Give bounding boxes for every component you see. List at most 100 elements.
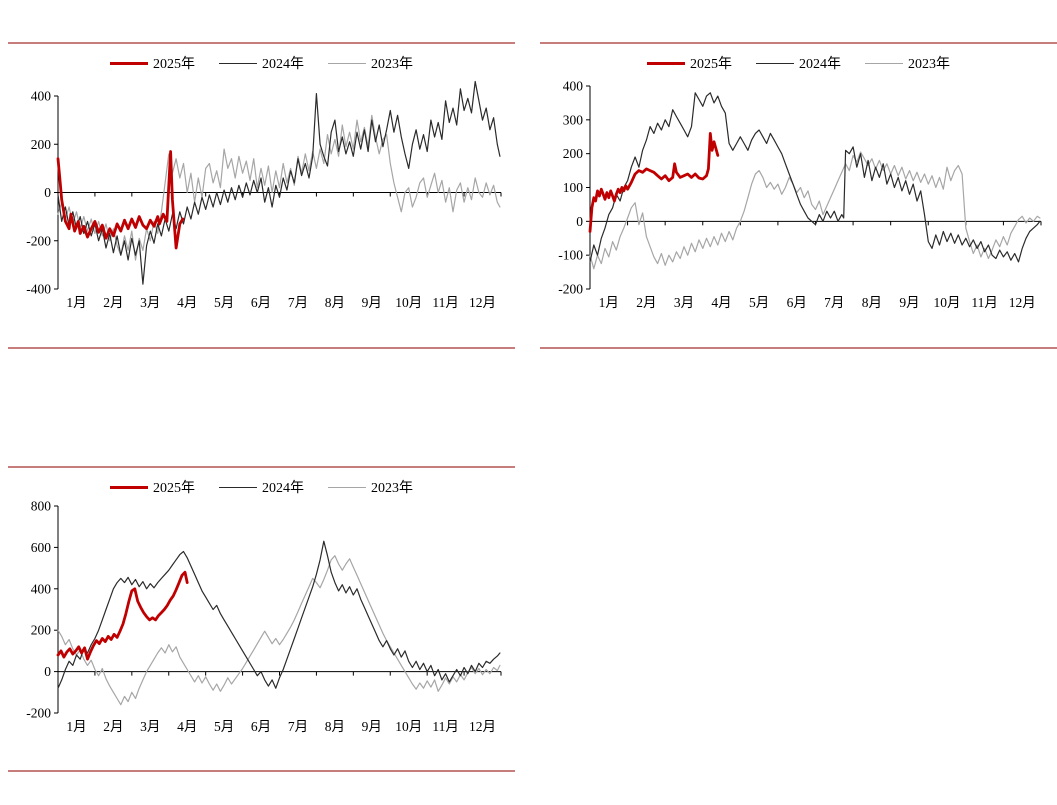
legend-item: 2025年 <box>110 53 195 73</box>
chart-legend: 2025年 2024年 2023年 <box>540 52 1057 74</box>
x-tick-label: 5月 <box>749 295 769 310</box>
x-tick-label: 7月 <box>288 295 308 310</box>
y-tick-label: 400 <box>31 89 52 104</box>
x-tick-label: 4月 <box>177 295 197 310</box>
y-tick-label: 0 <box>44 185 51 200</box>
y-tick-label: -200 <box>558 282 583 297</box>
y-tick-label: -200 <box>26 233 51 248</box>
x-tick-label: 5月 <box>214 295 234 310</box>
legend-label: 2024年 <box>799 57 841 72</box>
plot-svg: -200 0 200 400 600 800 1月 2月 3月 4月 5月 6月 7月 8月 9月 10月 11… <box>26 499 502 734</box>
chart-plot-area: -200 0 200 400 600 800 1月 2月 3月 4月 5月 6月 7月 8月 9月 10月 11… <box>8 498 515 769</box>
x-tick-label: 6月 <box>251 295 271 310</box>
x-tick-label: 12月 <box>469 719 496 734</box>
y-tick-label: -200 <box>26 706 51 721</box>
x-tick-label: 6月 <box>787 295 807 310</box>
x-tick-label: 2月 <box>636 295 656 310</box>
x-tick-label: 12月 <box>1009 295 1036 310</box>
legend-label: 2023年 <box>371 481 413 496</box>
legend-label: 2023年 <box>371 57 413 72</box>
legend-line-sample-icon <box>219 486 257 488</box>
x-tick-label: 10月 <box>934 295 961 310</box>
series-line-2025年 <box>56 570 189 661</box>
y-tick-label: -400 <box>26 282 51 297</box>
x-tick-label: 7月 <box>824 295 844 310</box>
x-tick-label: 2月 <box>103 719 123 734</box>
x-tick-label: 10月 <box>395 295 422 310</box>
legend-label: 2023年 <box>908 57 950 72</box>
x-tick-label: 2月 <box>103 295 123 310</box>
series-line-2025年 <box>56 150 185 250</box>
series-line-2023年 <box>57 555 501 706</box>
legend-label: 2025年 <box>153 481 195 496</box>
x-tick-label: 9月 <box>899 295 919 310</box>
legend-item: 2024年 <box>219 53 304 73</box>
x-tick-label: 6月 <box>251 719 271 734</box>
chart-legend: 2025年 2024年 2023年 <box>8 52 515 74</box>
legend-item: 2025年 <box>647 53 732 73</box>
legend-label: 2025年 <box>153 57 195 72</box>
x-tick-label: 8月 <box>325 295 345 310</box>
legend-label: 2025年 <box>690 57 732 72</box>
y-tick-label: 800 <box>31 499 52 514</box>
x-tick-label: 4月 <box>177 719 197 734</box>
legend-item: 2023年 <box>328 477 413 497</box>
legend-line-sample-icon <box>328 486 366 488</box>
legend-item: 2023年 <box>865 53 950 73</box>
x-tick-label: 1月 <box>66 719 86 734</box>
legend-line-sample-icon <box>219 62 257 64</box>
x-tick-label: 1月 <box>66 295 86 310</box>
y-tick-label: 300 <box>563 112 584 127</box>
x-tick-label: 4月 <box>711 295 731 310</box>
series-line-2024年 <box>57 540 501 689</box>
legend-line-sample-icon <box>110 61 148 65</box>
y-tick-label: 400 <box>563 79 584 94</box>
x-tick-label: 1月 <box>599 295 619 310</box>
x-tick-label: 7月 <box>288 719 308 734</box>
legend-line-sample-icon <box>328 62 366 64</box>
chart-top-right: 2025年 2024年 2023年 -200 -100 0 100 200 300 400 1月 2… <box>540 42 1057 349</box>
x-tick-label: 8月 <box>325 719 345 734</box>
y-tick-label: 400 <box>31 581 52 596</box>
x-tick-label: 10月 <box>395 719 422 734</box>
legend-label: 2024年 <box>262 481 304 496</box>
x-tick-label: 11月 <box>432 295 459 310</box>
chart-top-left: 2025年 2024年 2023年 -400 -200 0 200 400 1月 2月 3月 4月 5… <box>8 42 515 349</box>
legend-item: 2024年 <box>756 53 841 73</box>
legend-item: 2025年 <box>110 477 195 497</box>
series-line-2025年 <box>588 132 720 233</box>
series-line-2024年 <box>589 92 1041 263</box>
x-tick-label: 12月 <box>469 295 496 310</box>
y-tick-label: 100 <box>563 180 584 195</box>
y-tick-label: 600 <box>31 540 52 555</box>
plot-svg: -400 -200 0 200 400 1月 2月 3月 4月 5月 6月 7月 8月 9月 10月 11月 1… <box>26 80 502 310</box>
plot-svg: -200 -100 0 100 200 300 400 1月 2月 3月 4月 5月 6月 7月 8月 9月 1… <box>558 79 1042 310</box>
x-tick-label: 5月 <box>214 719 234 734</box>
x-tick-label: 11月 <box>432 719 459 734</box>
legend-line-sample-icon <box>110 485 148 489</box>
x-tick-label: 3月 <box>674 295 694 310</box>
chart-bottom-left: 2025年 2024年 2023年 -200 0 200 400 600 800 1月 2月 3月 4… <box>8 466 515 772</box>
x-tick-label: 3月 <box>140 295 160 310</box>
legend-line-sample-icon <box>865 62 903 64</box>
x-tick-label: 3月 <box>140 719 160 734</box>
y-tick-label: 200 <box>31 623 52 638</box>
legend-item: 2024年 <box>219 477 304 497</box>
legend-label: 2024年 <box>262 57 304 72</box>
chart-plot-area: -400 -200 0 200 400 1月 2月 3月 4月 5月 6月 7月 8月 9月 10月 11月 1… <box>8 74 515 345</box>
legend-line-sample-icon <box>756 62 794 64</box>
legend-item: 2023年 <box>328 53 413 73</box>
x-tick-label: 9月 <box>362 295 382 310</box>
series-line-2023年 <box>57 114 501 261</box>
x-tick-label: 11月 <box>971 295 998 310</box>
y-tick-label: 200 <box>31 137 52 152</box>
series-line-2023年 <box>589 151 1041 270</box>
y-tick-label: 0 <box>44 664 51 679</box>
chart-legend: 2025年 2024年 2023年 <box>8 476 515 498</box>
y-tick-label: 0 <box>576 214 583 229</box>
x-tick-label: 8月 <box>862 295 882 310</box>
y-tick-label: 200 <box>563 146 584 161</box>
y-tick-label: -100 <box>558 248 583 263</box>
x-tick-label: 9月 <box>362 719 382 734</box>
legend-line-sample-icon <box>647 61 685 65</box>
